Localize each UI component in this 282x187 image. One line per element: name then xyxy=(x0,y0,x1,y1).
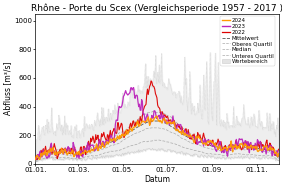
Title: Rhône - Porte du Scex (Vergleichsperiode 1957 - 2017 ): Rhône - Porte du Scex (Vergleichsperiode… xyxy=(31,4,282,13)
Y-axis label: Abfluss [m³/s]: Abfluss [m³/s] xyxy=(3,62,12,115)
X-axis label: Datum: Datum xyxy=(144,174,170,183)
Legend: 2024, 2023, 2022, Mittelwert, Oberes Quartil, Median, Unteres Quartil, Wertebere: 2024, 2023, 2022, Mittelwert, Oberes Qua… xyxy=(221,16,275,65)
